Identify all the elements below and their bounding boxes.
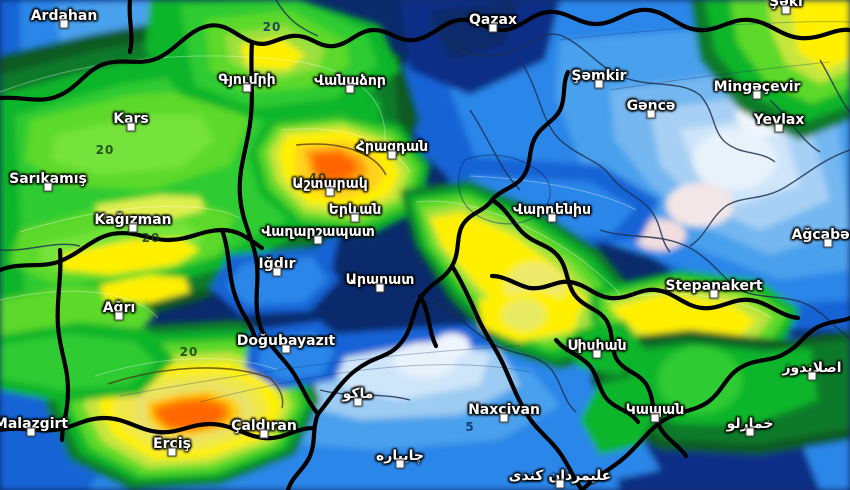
- city-label: Աշտարակ: [292, 176, 368, 192]
- city-label: Կապան: [625, 402, 685, 418]
- contour-label: 20: [179, 345, 199, 359]
- city-marker-dot: [499, 413, 509, 423]
- city-label: Kars: [113, 111, 149, 127]
- city-marker-dot: [781, 5, 791, 15]
- city-marker-dot: [126, 122, 136, 132]
- city-label: ماکو: [342, 386, 374, 402]
- city-marker-dot: [594, 79, 604, 89]
- city-label: Şəmkir: [571, 68, 627, 84]
- city-label: Վաղարշապատ: [261, 224, 375, 240]
- city-marker-dot: [281, 344, 291, 354]
- city-label: Kağızman: [94, 212, 172, 228]
- city-marker-dot: [325, 187, 335, 197]
- city-label: خمارلو: [726, 416, 774, 432]
- city-label: Երևան: [328, 202, 382, 218]
- contour-label: 5: [465, 420, 475, 434]
- city-label: Iğdır: [258, 256, 296, 272]
- city-marker-dot: [114, 311, 124, 321]
- city-marker-dot: [555, 479, 565, 489]
- city-label: Գյումրի: [218, 72, 276, 88]
- city-label: Doğubayazıt: [236, 333, 336, 349]
- city-label: چایپاره: [376, 448, 424, 464]
- city-label: Mingəçevir: [713, 79, 801, 95]
- city-marker-dot: [650, 413, 660, 423]
- contour-label: 40: [308, 171, 328, 185]
- contour-label: 20: [95, 143, 115, 157]
- city-label: Malazgirt: [0, 416, 69, 432]
- city-marker-dot: [128, 223, 138, 233]
- contour-label: 20: [262, 20, 282, 34]
- city-label: Վանաձոր: [314, 73, 386, 89]
- city-marker-dot: [745, 427, 755, 437]
- city-label: Yevlax: [753, 112, 805, 128]
- city-marker-dot: [272, 267, 282, 277]
- city-marker-dot: [774, 123, 784, 133]
- city-label: Հրազդան: [355, 139, 429, 155]
- city-label: Արարատ: [345, 272, 415, 288]
- city-marker-dot: [43, 182, 53, 192]
- city-marker-dot: [488, 23, 498, 33]
- city-label: Naxçivan: [468, 402, 540, 418]
- city-label: Stepanakert: [665, 278, 763, 294]
- city-label: Ağrı: [102, 300, 136, 316]
- contour-label: 20: [141, 231, 161, 245]
- city-marker-dot: [375, 283, 385, 293]
- city-label: Qazax: [469, 12, 517, 28]
- city-label: اصلاندوز: [782, 360, 842, 376]
- city-marker-dot: [709, 289, 719, 299]
- city-marker-dot: [752, 90, 762, 100]
- city-marker-dot: [547, 213, 557, 223]
- city-label: Çaldıran: [231, 418, 297, 434]
- city-label: علیمردان کندی: [508, 468, 612, 484]
- city-marker-dot: [395, 459, 405, 469]
- city-marker-dot: [59, 19, 69, 29]
- city-marker-dot: [646, 109, 656, 119]
- city-marker-dot: [26, 427, 36, 437]
- city-label: Ağcabədi: [791, 227, 850, 243]
- city-label: Վարդենիս: [512, 202, 592, 218]
- city-marker-dot: [259, 429, 269, 439]
- city-label: Şəki: [769, 0, 803, 10]
- city-marker-dot: [807, 371, 817, 381]
- city-marker-dot: [345, 84, 355, 94]
- city-label: Erciş: [153, 436, 191, 452]
- city-marker-dot: [167, 447, 177, 457]
- city-marker-dot: [242, 83, 252, 93]
- city-marker-dot: [350, 213, 360, 223]
- city-marker-dot: [592, 349, 602, 359]
- city-label: Սիսիան: [567, 338, 627, 354]
- city-marker-dot: [353, 397, 363, 407]
- city-marker-dot: [823, 238, 833, 248]
- city-marker-dot: [313, 235, 323, 245]
- city-label: Ardahan: [30, 8, 98, 24]
- city-label: Sarıkamış: [9, 171, 87, 187]
- city-label: Gəncə: [626, 98, 676, 114]
- city-marker-dot: [387, 150, 397, 160]
